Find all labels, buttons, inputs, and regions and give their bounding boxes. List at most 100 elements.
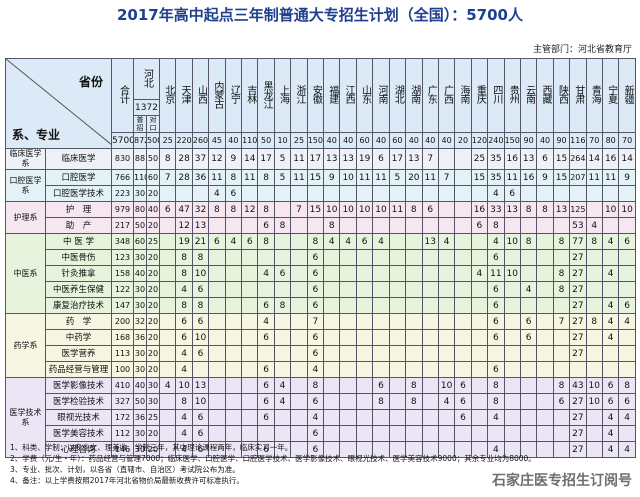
plan-cell: 6 (158, 201, 177, 218)
plan-cell (552, 249, 571, 266)
plan-cell: 6 (175, 329, 193, 346)
plan-cell (405, 345, 423, 362)
plan-cell (470, 313, 489, 330)
major-row: 心理咨询 146 30 20 4 6 6 6 4 27 4 4 (5, 441, 636, 458)
plan-cell (405, 249, 423, 266)
plan-cell (355, 393, 374, 410)
plan-cell (421, 281, 439, 298)
plan-cell (208, 361, 226, 378)
major-name: 助 产 (45, 217, 112, 234)
plan-cell (158, 185, 177, 202)
plan-cell: 8 (405, 377, 423, 394)
plan-cell: 6 (601, 393, 620, 410)
plan-cell: 348 (111, 233, 134, 250)
plan-cell: 16 (601, 148, 620, 170)
plan-cell: 4 (224, 233, 243, 250)
plan-cell: 30 (146, 393, 160, 410)
plan-cell (405, 313, 423, 330)
plan-cell (158, 281, 177, 298)
plan-cell (536, 233, 554, 250)
province-name: 甘肃 (572, 85, 584, 103)
plan-cell: 17 (306, 148, 325, 170)
plan-cell (273, 201, 292, 218)
plan-cell: 4 (601, 313, 620, 330)
major-row: 护理系护 理 979 80 40 6 47 32 8 8 12 8 7 15 10 10 10 10 11 8 6 16… (5, 201, 636, 234)
plan-cell: 13 (503, 201, 521, 218)
province-head: 江西 (339, 58, 357, 133)
major-row: 口腔医学系口腔医学7661106072836118118511159101111… (5, 169, 636, 202)
plan-cell (618, 265, 636, 282)
plan-cell: 8 (585, 313, 603, 330)
plan-cell (454, 345, 472, 362)
plan-cell (273, 345, 292, 362)
plan-cell (552, 217, 571, 234)
plan-cell: 4 (257, 313, 275, 330)
plan-cell: 27 (569, 393, 587, 410)
plan-cell (208, 217, 226, 234)
plan-cell: 28 (175, 148, 193, 170)
plan-cell (454, 329, 472, 346)
plan-cell (519, 377, 538, 394)
plan-cell: 6 (618, 233, 636, 250)
major-name: 临床医学 (45, 148, 112, 170)
plan-cell (372, 409, 390, 426)
plan-cell (503, 297, 521, 314)
plan-cell (454, 201, 472, 218)
major-row: 中医系中 医 学 348 60 25 19 21 6 4 6 8 8 4 4 6 4 13 4 4 10 8 8 77 8 4… (5, 233, 636, 314)
plan-cell: 30 (146, 377, 160, 394)
plan-cell: 4 (601, 329, 620, 346)
plan-cell (552, 409, 571, 426)
plan-cell (273, 313, 292, 330)
plan-cell (454, 281, 472, 298)
plan-cell (454, 425, 472, 442)
plan-cell (306, 185, 325, 202)
plan-cell (421, 265, 439, 282)
plan-cell: 8 (552, 233, 571, 250)
plan-cell (241, 313, 259, 330)
major-name: 药 学 (45, 313, 112, 330)
plan-cell (405, 233, 423, 250)
group-name: 药学系 (5, 313, 46, 378)
plan-cell (372, 425, 390, 442)
plan-cell: 200 (111, 313, 134, 330)
plan-cell: 6 (487, 313, 505, 330)
plan-cell: 12 (241, 201, 259, 218)
plan-cell: 28 (175, 169, 193, 186)
plan-cell: 168 (111, 329, 134, 346)
plan-cell (257, 425, 275, 442)
plan-cell: 11 (290, 148, 308, 170)
major-name: 针灸推拿 (45, 265, 112, 282)
plan-cell (552, 345, 571, 362)
plan-cell (519, 297, 538, 314)
plan-cell (536, 185, 554, 202)
plan-cell (487, 425, 505, 442)
major-name: 中 医 学 (45, 233, 112, 250)
plan-cell: 15 (306, 201, 325, 218)
plan-cell (454, 249, 472, 266)
plan-cell: 8 (191, 249, 210, 266)
province-name: 贵州 (507, 85, 519, 103)
plan-cell (224, 329, 243, 346)
plan-cell: 6 (306, 249, 325, 266)
plan-cell: 6 (487, 281, 505, 298)
plan-cell (536, 297, 554, 314)
province-head: 浙江 (290, 58, 308, 133)
plan-cell: 8 (175, 393, 193, 410)
province-head: 福建 (323, 58, 341, 133)
plan-cell: 6 (191, 281, 210, 298)
plan-cell (503, 425, 521, 442)
plan-cell (158, 361, 177, 378)
plan-cell (290, 249, 308, 266)
province-name: 河南 (375, 85, 387, 103)
plan-cell: 13 (421, 233, 439, 250)
plan-cell (536, 361, 554, 378)
plan-cell (585, 361, 603, 378)
province-head: 陕西 (552, 58, 571, 133)
plan-cell: 14 (585, 148, 603, 170)
plan-cell (306, 217, 325, 234)
plan-cell (355, 217, 374, 234)
plan-cell: 11 (388, 201, 407, 218)
plan-cell (257, 185, 275, 202)
plan-cell (470, 249, 489, 266)
